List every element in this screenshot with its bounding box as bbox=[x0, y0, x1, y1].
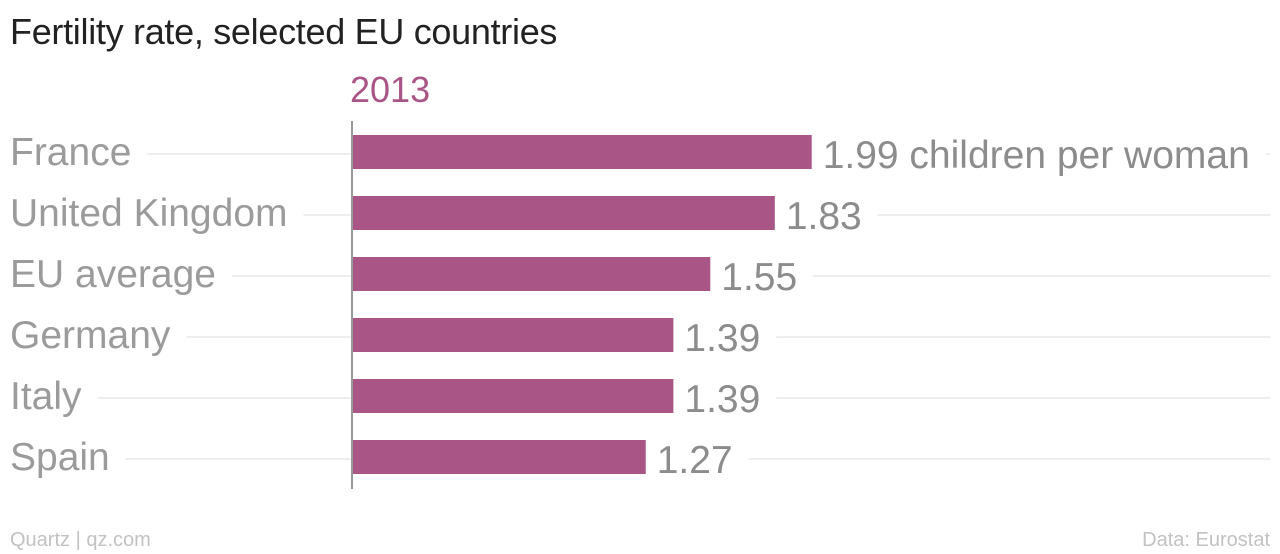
bar bbox=[353, 379, 674, 413]
bar bbox=[353, 318, 674, 352]
data-label: 1.39 bbox=[684, 317, 760, 360]
bar bbox=[353, 196, 775, 230]
bars bbox=[353, 135, 812, 474]
bar bbox=[353, 440, 646, 474]
category-label: EU average bbox=[10, 253, 216, 296]
bar bbox=[353, 257, 711, 291]
data-label: 1.39 bbox=[684, 378, 760, 421]
bar-chart: France 1.99 children per woman United King… bbox=[10, 69, 1270, 489]
source-credit: Quartz | qz.com bbox=[10, 529, 151, 551]
data-source: Data: Eurostat bbox=[1142, 529, 1270, 551]
data-label: 1.83 bbox=[786, 195, 862, 238]
category-label: Germany bbox=[10, 314, 171, 357]
series-label: 2013 bbox=[350, 69, 430, 110]
category-label: France bbox=[10, 131, 131, 174]
labels: France 1.99 children per woman United King… bbox=[10, 131, 1250, 482]
data-label: 1.99 children per woman bbox=[823, 134, 1250, 177]
category-label: Spain bbox=[10, 436, 110, 479]
data-label: 1.55 bbox=[721, 256, 797, 299]
bar bbox=[353, 135, 812, 169]
gridlines bbox=[97, 153, 1270, 460]
category-label: Italy bbox=[10, 375, 82, 418]
data-label: 1.27 bbox=[657, 439, 733, 482]
category-label: United Kingdom bbox=[10, 192, 288, 235]
chart-title: Fertility rate, selected EU countries bbox=[10, 11, 558, 52]
